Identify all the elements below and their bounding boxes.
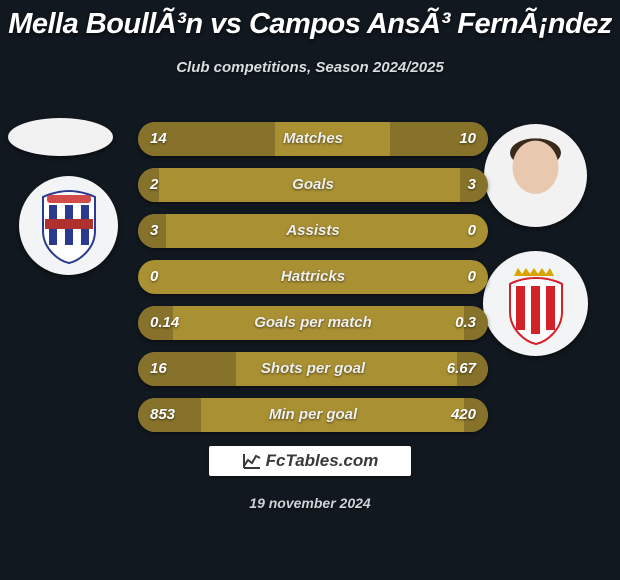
stat-label: Shots per goal: [138, 352, 488, 386]
stat-value-right: 0: [468, 260, 476, 294]
player-right-avatar: [484, 124, 587, 227]
footer-brand-text: FcTables.com: [266, 451, 379, 471]
stat-value-right: 6.67: [447, 352, 476, 386]
club-right-crest: [483, 251, 588, 356]
stat-value-right: 3: [468, 168, 476, 202]
page-title: Mella BoullÃ³n vs Campos AnsÃ³ FernÃ¡nde…: [0, 0, 620, 41]
stat-label: Goals: [138, 168, 488, 202]
player-left-avatar: [8, 118, 113, 156]
stat-row: 2Goals3: [138, 168, 488, 202]
footer-brand-badge: FcTables.com: [209, 446, 411, 476]
club-left-crest: [19, 176, 118, 275]
stat-row: 3Assists0: [138, 214, 488, 248]
chart-icon: [242, 452, 262, 470]
stat-row: 853Min per goal420: [138, 398, 488, 432]
stat-value-right: 420: [451, 398, 476, 432]
footer-date: 19 november 2024: [0, 495, 620, 511]
stat-label: Assists: [138, 214, 488, 248]
stat-label: Goals per match: [138, 306, 488, 340]
stat-label: Matches: [138, 122, 488, 156]
stat-row: 16Shots per goal6.67: [138, 352, 488, 386]
stat-row: 14Matches10: [138, 122, 488, 156]
stat-label: Hattricks: [138, 260, 488, 294]
stat-label: Min per goal: [138, 398, 488, 432]
stats-container: 14Matches102Goals33Assists00Hattricks00.…: [138, 122, 488, 444]
stat-value-right: 10: [459, 122, 476, 156]
stat-row: 0Hattricks0: [138, 260, 488, 294]
stat-value-right: 0: [468, 214, 476, 248]
page-subtitle: Club competitions, Season 2024/2025: [0, 59, 620, 76]
stat-value-right: 0.3: [455, 306, 476, 340]
stat-row: 0.14Goals per match0.3: [138, 306, 488, 340]
